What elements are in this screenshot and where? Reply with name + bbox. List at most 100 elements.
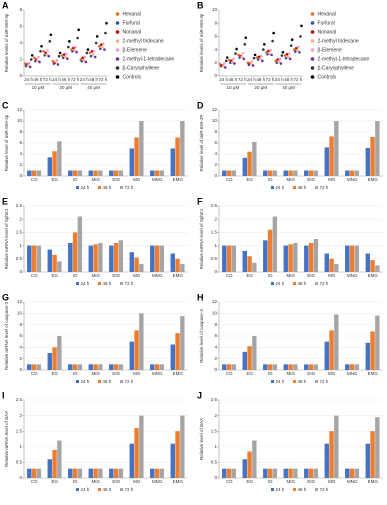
panel-label: D xyxy=(197,100,204,110)
bar xyxy=(139,121,144,176)
x-tick-label: EG xyxy=(246,371,253,376)
bar xyxy=(334,314,339,370)
legend-swatch xyxy=(271,186,274,189)
data-point xyxy=(56,63,60,66)
data-point xyxy=(66,57,69,60)
bar xyxy=(354,468,360,478)
bar xyxy=(27,170,32,176)
data-point xyxy=(101,45,104,49)
x-tick-label: EMG xyxy=(173,273,184,278)
legend-marker xyxy=(310,12,315,16)
legend-swatch xyxy=(76,380,79,383)
bar xyxy=(98,242,103,272)
bar xyxy=(242,250,247,272)
legend-label: 24 h xyxy=(81,185,90,190)
group-label: 10 μM xyxy=(227,85,240,90)
legend-label: 72 h xyxy=(125,379,134,384)
bar xyxy=(313,170,319,176)
bar xyxy=(113,170,119,176)
bar xyxy=(52,151,57,176)
bar xyxy=(272,364,278,370)
x-tick-label: 72 h xyxy=(238,77,247,82)
bar xyxy=(77,170,83,176)
y-tick-label: 0.5 xyxy=(16,256,23,261)
bar xyxy=(154,468,160,478)
legend-label: 24 h xyxy=(81,281,90,286)
data-point xyxy=(269,48,272,52)
data-point xyxy=(296,48,299,52)
bar xyxy=(349,170,355,176)
bar xyxy=(57,261,62,272)
data-point xyxy=(104,31,107,35)
bar xyxy=(175,258,180,272)
y-tick-label: 2 xyxy=(214,356,217,361)
y-axis-label: Relative levels of miR-659-3p xyxy=(199,13,204,72)
y-tick-label: 4 xyxy=(19,40,22,45)
panel-label: C xyxy=(2,100,9,110)
y-tick-label: 2 xyxy=(19,356,22,361)
data-point xyxy=(299,35,302,38)
y-tick-label: 8 xyxy=(19,7,22,12)
data-point xyxy=(67,45,70,49)
data-point xyxy=(28,65,32,69)
bar xyxy=(154,170,160,176)
bar xyxy=(36,364,42,370)
group-label: 40 μM xyxy=(282,85,295,90)
bar xyxy=(118,468,124,478)
x-tick-label: CG xyxy=(226,371,233,376)
data-point xyxy=(278,57,282,61)
data-point xyxy=(232,57,235,61)
x-tick-label: CG xyxy=(31,177,38,182)
bar xyxy=(267,364,273,370)
x-tick-label: IG xyxy=(268,177,273,182)
bar xyxy=(98,468,103,478)
bar xyxy=(88,245,93,272)
group-label: 40 μM xyxy=(87,85,100,90)
x-tick-label: 48 h xyxy=(284,77,293,82)
y-tick-label: 12 xyxy=(212,107,218,112)
y-tick-label: 4 xyxy=(214,47,217,52)
bar xyxy=(263,170,268,176)
data-point xyxy=(99,47,102,51)
data-point xyxy=(33,56,36,60)
x-tick-label: EIG xyxy=(112,177,120,182)
y-tick-label: 2.5 xyxy=(16,397,23,402)
bar xyxy=(139,264,144,272)
bar xyxy=(109,468,114,478)
x-tick-label: EG xyxy=(246,479,253,484)
bar xyxy=(159,468,165,478)
legend-label: 24 h xyxy=(276,281,285,286)
y-tick-label: 1.5 xyxy=(16,428,23,433)
bar xyxy=(370,331,375,370)
x-tick-label: 72 h xyxy=(266,77,275,82)
legend-swatch xyxy=(98,380,101,383)
bar xyxy=(31,170,37,176)
bar xyxy=(150,468,155,478)
bar xyxy=(180,121,185,176)
bar xyxy=(252,141,257,176)
bar xyxy=(354,245,360,272)
legend-swatch xyxy=(315,186,318,189)
y-tick-label: 10 xyxy=(212,118,218,123)
bar xyxy=(293,468,298,478)
y-axis-label: Relative level of caspase-3 xyxy=(199,309,204,363)
panel-label: I xyxy=(2,390,5,400)
legend-label: 48 h xyxy=(103,281,112,286)
bar xyxy=(263,240,268,272)
bar xyxy=(247,256,252,272)
legend-marker xyxy=(310,39,315,43)
data-point xyxy=(88,51,92,55)
bar xyxy=(313,239,319,272)
bar xyxy=(288,170,293,176)
y-tick-label: 2.5 xyxy=(211,397,218,402)
data-point xyxy=(268,52,271,55)
bar xyxy=(308,242,314,272)
data-point xyxy=(100,43,103,46)
y-tick-label: 10 xyxy=(212,7,218,12)
data-point xyxy=(265,50,268,54)
x-tick-label: 72 h xyxy=(43,77,52,82)
data-point xyxy=(274,59,278,63)
y-tick-label: 2 xyxy=(214,60,217,65)
y-tick-label: 8 xyxy=(214,20,217,25)
x-tick-label: CG xyxy=(31,371,38,376)
